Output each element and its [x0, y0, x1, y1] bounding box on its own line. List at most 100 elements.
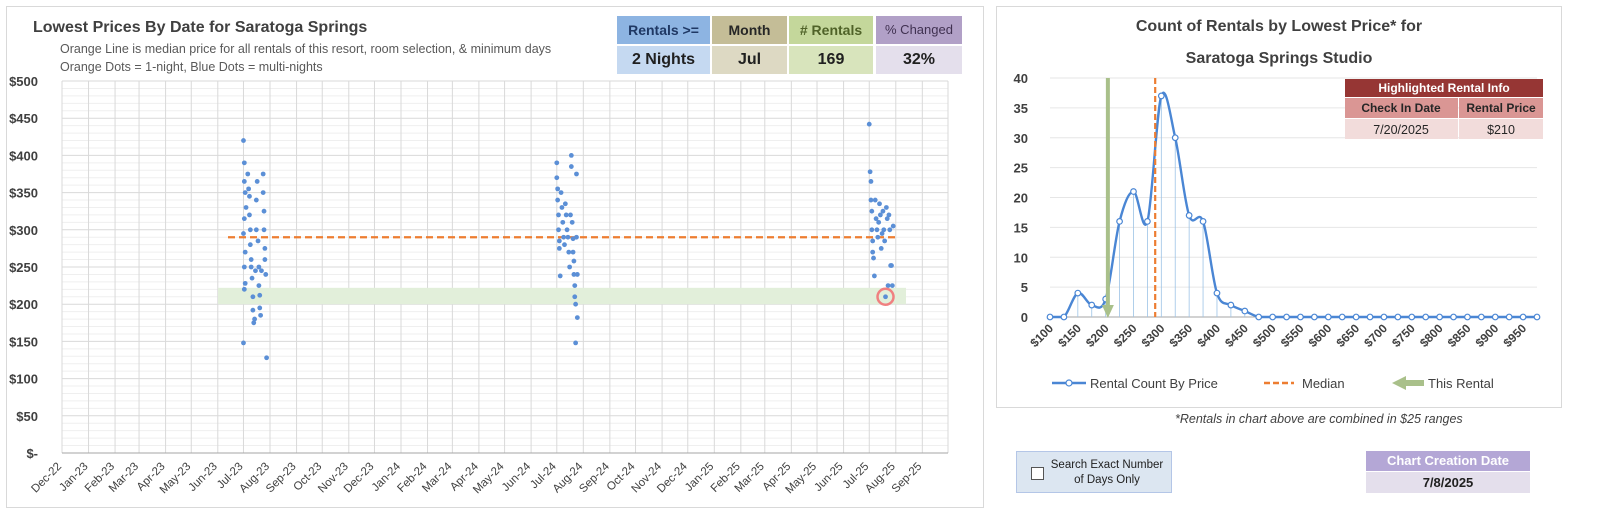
data-point: [878, 246, 884, 251]
data-point: [871, 273, 877, 279]
data-point: [574, 234, 579, 240]
data-point: [256, 283, 262, 288]
this-rental-arrowhead: [1101, 305, 1114, 318]
x-tick-label: $600: [1306, 321, 1335, 350]
left-chart-subtitle-2: Orange Dots = 1-night, Blue Dots = multi…: [60, 60, 323, 74]
data-point: [574, 272, 580, 277]
data-point: [249, 275, 255, 281]
x-tick-label: Sep-24: [577, 460, 612, 495]
data-point: [264, 355, 269, 361]
stat-value: 169: [789, 46, 873, 74]
data-point: [257, 292, 263, 298]
count-marker: [1185, 212, 1193, 219]
data-point: [242, 190, 248, 196]
data-point: [250, 307, 256, 313]
data-point: [882, 238, 888, 244]
count-marker: [1450, 313, 1457, 321]
count-marker: [1394, 313, 1402, 321]
count-marker: [1324, 313, 1332, 321]
highlight-col1-head: [1345, 98, 1458, 118]
count-marker: [1477, 313, 1485, 321]
left-chart-subtitle-1: Orange Line is median price for all rent…: [60, 42, 552, 56]
x-tick-label: $950: [1500, 321, 1529, 350]
data-point: [884, 216, 890, 222]
count-marker: [1366, 313, 1374, 321]
x-tick-label: Sep-23: [264, 461, 299, 496]
highlight-col1-label: Check In Date: [1361, 101, 1441, 115]
x-tick-label: $250: [1111, 321, 1140, 350]
data-point: [874, 227, 880, 233]
x-tick-label: $750: [1389, 321, 1418, 350]
count-marker: [1046, 313, 1054, 321]
highlight-price-cell: [1459, 119, 1543, 139]
stat-value: 32%: [876, 46, 962, 74]
count-marker: [1436, 313, 1444, 321]
data-point: [558, 190, 564, 196]
x-tick-label: Jun-24: [500, 460, 534, 494]
data-point: [880, 208, 886, 214]
data-point: [243, 205, 249, 210]
highlight-col2-label: Rental Price: [1466, 101, 1536, 115]
search-exact-days-checkbox[interactable]: [1031, 467, 1044, 480]
count-by-price-panel: [996, 6, 1562, 408]
data-point: [560, 219, 566, 225]
data-point: [262, 257, 268, 262]
data-point: [886, 212, 892, 218]
data-point: [875, 234, 881, 240]
data-point: [881, 227, 887, 233]
count-line-chart: 0 5 10 15 20 25 30 35 40 $100 $150 $200 $250 $300 $350…: [1014, 71, 1543, 391]
x-tick-label: Jun-23: [187, 461, 220, 494]
count-marker: [1088, 301, 1096, 309]
count-marker: [1408, 313, 1416, 321]
count-marker: [1241, 307, 1249, 315]
data-point: [247, 212, 252, 218]
highlighted-point-ring: [876, 287, 895, 307]
count-marker: [1422, 313, 1430, 321]
x-tick-label: $150: [1055, 321, 1084, 350]
x-tick-label: $350: [1166, 321, 1195, 350]
data-point: [554, 175, 560, 181]
data-point: [571, 258, 577, 264]
highlight-table-title: Highlighted Rental Info: [1378, 81, 1509, 95]
data-point: [883, 205, 889, 210]
data-point: [869, 208, 875, 214]
count-marker: [1269, 313, 1277, 321]
data-point: [561, 234, 567, 240]
y-tick-label: 20: [1014, 191, 1028, 206]
data-point: [869, 227, 875, 233]
data-point: [889, 283, 895, 288]
count-marker: [1297, 313, 1304, 321]
x-tick-label: $100: [1027, 321, 1056, 350]
y-tick-label: $300: [9, 223, 38, 238]
data-point: [241, 179, 247, 184]
data-point: [567, 264, 573, 270]
search-exact-days-control[interactable]: Search Exact Number of Days Only: [1016, 451, 1172, 493]
data-point: [574, 171, 579, 177]
data-point: [563, 212, 569, 218]
data-point: [247, 227, 253, 233]
count-marker: [1464, 313, 1471, 321]
data-point: [871, 255, 876, 261]
right-chart-title-1: Count of Rentals by Lowest Price* for: [1135, 18, 1423, 35]
count-marker: [1255, 313, 1263, 321]
data-point: [877, 212, 883, 218]
y-tick-label: 15: [1014, 220, 1028, 235]
y-tick-label: $150: [9, 334, 38, 349]
data-point: [868, 197, 874, 203]
stat-box-0: Rentals >= 2 Nights: [617, 16, 710, 74]
data-point: [248, 257, 254, 262]
data-point: [251, 320, 257, 326]
data-point: [556, 238, 562, 244]
y-tick-label: $50: [16, 409, 38, 424]
y-tick-label: $400: [9, 148, 38, 163]
data-point: [261, 227, 267, 233]
legend-marker-count: [1065, 379, 1073, 387]
x-tick-label: $550: [1278, 321, 1307, 350]
data-point: [883, 294, 888, 300]
legend-label-count: Rental Count By Price: [1090, 376, 1218, 391]
count-marker: [1074, 289, 1082, 297]
stat-label: # Rentals: [789, 16, 873, 44]
data-point: [569, 219, 575, 225]
data-point: [555, 197, 561, 203]
data-point: [889, 263, 894, 268]
